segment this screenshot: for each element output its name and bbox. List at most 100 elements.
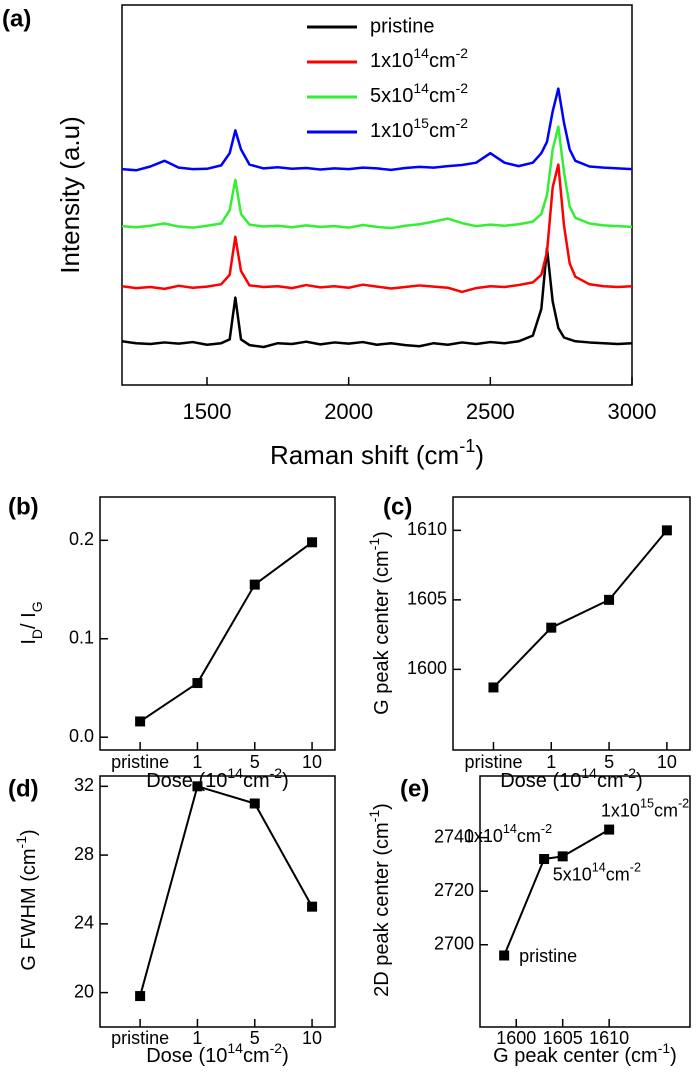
y-tick-label: 20 — [74, 981, 94, 1001]
marker — [192, 678, 203, 689]
y-tick-label: 0.1 — [69, 628, 94, 648]
supscript: -2 — [270, 1040, 283, 1056]
plot-frame — [99, 496, 336, 751]
x-tick-label: 1610 — [589, 1028, 629, 1048]
text-part: ) — [282, 1045, 289, 1067]
text-part: cm — [243, 1045, 270, 1067]
y-tick-label: 0.0 — [69, 726, 94, 746]
text-part: ) — [670, 1045, 677, 1067]
supscript: 14 — [581, 765, 597, 781]
y-axis-label: G FWHM (cm-1) — [13, 829, 41, 970]
y-axis-label: G peak center (cm-1) — [366, 531, 394, 715]
point-label: 1x1015cm-2 — [601, 797, 689, 820]
text-part: cm — [654, 800, 678, 820]
panel-label: (e) — [400, 775, 429, 802]
y-tick-label: 1610 — [407, 519, 447, 539]
supscript: 14 — [503, 822, 517, 836]
text-part: Dose (10 — [146, 770, 227, 792]
supscript: 15 — [640, 797, 654, 811]
point-label: pristine — [519, 946, 577, 966]
text-part: Raman shift (cm — [270, 440, 459, 470]
supscript: 14 — [227, 1040, 243, 1056]
marker — [307, 537, 318, 548]
text-part: cm — [429, 120, 456, 142]
plot-frame — [99, 775, 336, 1028]
text-part: cm — [429, 50, 456, 72]
supscript: -1 — [459, 436, 475, 456]
x-axis-label: Raman shift (cm-1) — [270, 436, 484, 470]
text-part: cm — [606, 864, 630, 884]
panel-label: (c) — [383, 493, 412, 520]
plot-frame — [121, 4, 633, 386]
x-axis-label: Dose (1014cm-2) — [146, 1040, 289, 1068]
supscript: -2 — [456, 80, 469, 96]
marker — [488, 682, 499, 693]
y-tick-label: 1600 — [407, 658, 447, 678]
data-line — [492, 529, 668, 689]
y-axis-label: Intensity (a.u) — [55, 116, 85, 274]
legend-label: 1x1014cm-2 — [370, 45, 468, 73]
supscript: -1 — [366, 538, 382, 551]
y-axis-label: 2D peak center (cm-1) — [366, 803, 394, 997]
supscript: -1 — [13, 836, 29, 849]
supscript: 14 — [413, 80, 429, 96]
supscript: -1 — [658, 1040, 671, 1056]
supscript: 15 — [413, 115, 429, 131]
supscript: -2 — [624, 765, 637, 781]
x-tick-label: 10 — [657, 752, 677, 772]
legend-label: 1x1015cm-2 — [370, 115, 468, 143]
data-line — [139, 541, 313, 723]
text-part: ) — [371, 803, 393, 810]
x-tick-label: 1500 — [183, 399, 232, 424]
marker — [249, 798, 260, 809]
text-part: I — [18, 639, 40, 645]
y-tick-label: 32 — [74, 775, 94, 795]
text-part: 1x10 — [370, 120, 413, 142]
panel-label: (a) — [2, 5, 31, 32]
marker — [604, 594, 615, 605]
marker — [307, 901, 318, 912]
text-part: cm — [429, 85, 456, 107]
legend-label: pristine — [370, 15, 434, 37]
text-part: 5x10 — [553, 864, 592, 884]
data-line — [121, 163, 633, 294]
supscript: -1 — [366, 810, 382, 823]
supscript: -2 — [456, 45, 469, 61]
text-part: Dose (10 — [146, 1045, 227, 1067]
marker — [249, 579, 260, 590]
y-tick-label: 24 — [74, 913, 94, 933]
text-part: 2D peak center (cm — [371, 822, 393, 997]
marker — [539, 854, 550, 865]
x-tick-label: 5 — [250, 752, 260, 772]
subscript: G — [29, 601, 45, 612]
text-part: 1x10 — [601, 800, 640, 820]
panel-label: (d) — [8, 775, 39, 802]
text-part: Dose (10 — [500, 770, 581, 792]
x-tick-label: 5 — [250, 1028, 260, 1048]
x-tick-label: 1 — [192, 752, 202, 772]
plot-frame — [479, 775, 691, 1028]
x-tick-label: 10 — [302, 1028, 322, 1048]
data-line — [121, 246, 633, 349]
supscript: -2 — [630, 861, 641, 875]
point-label: 1x1014cm-2 — [464, 822, 552, 845]
point-label: 5x1014cm-2 — [553, 861, 641, 884]
text-part: ) — [18, 829, 40, 836]
text-part: cm — [517, 826, 541, 846]
text-part: ) — [636, 770, 643, 792]
subscript: D — [29, 629, 45, 639]
supscript: -2 — [541, 822, 552, 836]
x-tick-label: 2500 — [466, 399, 515, 424]
x-tick-label: 1600 — [496, 1028, 536, 1048]
text-part: 5x10 — [370, 85, 413, 107]
supscript: -2 — [270, 765, 283, 781]
x-tick-label: 3000 — [608, 399, 657, 424]
y-tick-label: 2720 — [434, 880, 474, 900]
x-tick-label: pristine — [464, 752, 522, 772]
plot-frame — [452, 496, 691, 751]
x-tick-label: pristine — [111, 752, 169, 772]
y-tick-label: 0.2 — [69, 529, 94, 549]
y-axis-label: ID/ IG — [18, 601, 44, 644]
x-tick-label: 1 — [192, 1028, 202, 1048]
marker — [135, 991, 146, 1002]
